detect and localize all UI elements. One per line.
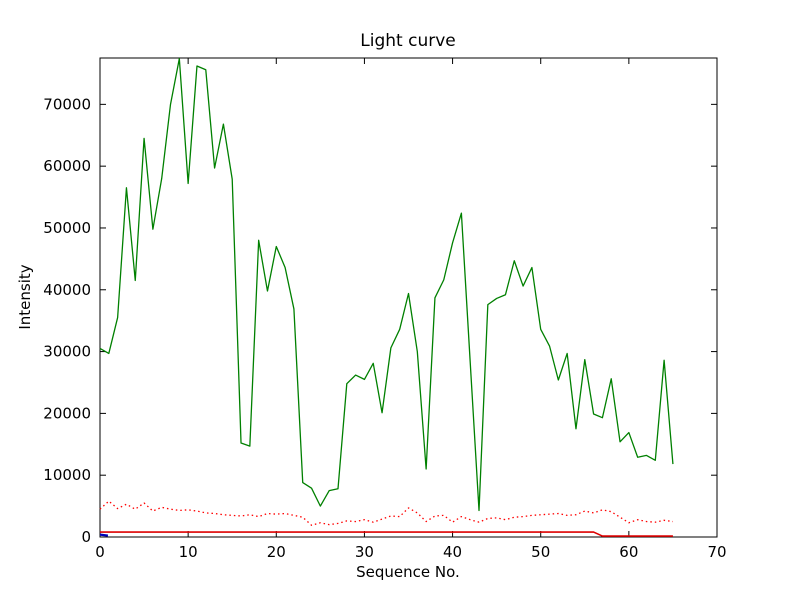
series-background-dotted-curve bbox=[99, 500, 674, 526]
y-tick-label: 50000 bbox=[43, 219, 91, 237]
series-blue-start-marker bbox=[99, 533, 109, 537]
axes-frame bbox=[99, 57, 718, 538]
x-tick-label: 50 bbox=[531, 543, 550, 561]
y-tick-label: 20000 bbox=[43, 404, 91, 422]
y-tick-label: 70000 bbox=[43, 95, 91, 113]
plot-area: 0 10 20 30 40 50 60 70 0 10000 20000 30000 40000 5000… bbox=[43, 57, 727, 561]
y-tick-label: 30000 bbox=[43, 343, 91, 361]
x-tick-label: 40 bbox=[443, 543, 462, 561]
x-tick-label: 0 bbox=[95, 543, 105, 561]
series-baseline-solid-curve bbox=[100, 531, 673, 537]
x-tick-label: 20 bbox=[267, 543, 286, 561]
x-tick-label: 10 bbox=[179, 543, 198, 561]
x-axis-label: Sequence No. bbox=[356, 563, 460, 581]
y-tick-label: 0 bbox=[81, 528, 91, 546]
y-tick-label: 60000 bbox=[43, 157, 91, 175]
y-tick-label: 10000 bbox=[43, 466, 91, 484]
chart-title: Light curve bbox=[360, 31, 455, 51]
x-tick-label: 60 bbox=[619, 543, 638, 561]
y-axis-label: Intensity bbox=[16, 264, 34, 329]
x-tick-label: 70 bbox=[707, 543, 726, 561]
series-main-intensity-curve bbox=[99, 57, 674, 512]
x-tick-label: 30 bbox=[355, 543, 374, 561]
y-tick-label: 40000 bbox=[43, 281, 91, 299]
